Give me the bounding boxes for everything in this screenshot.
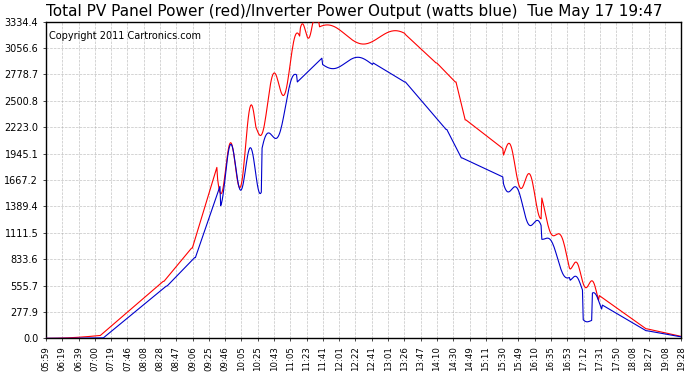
Text: Copyright 2011 Cartronics.com: Copyright 2011 Cartronics.com xyxy=(49,31,201,41)
Text: Total PV Panel Power (red)/Inverter Power Output (watts blue)  Tue May 17 19:47: Total PV Panel Power (red)/Inverter Powe… xyxy=(46,4,662,19)
